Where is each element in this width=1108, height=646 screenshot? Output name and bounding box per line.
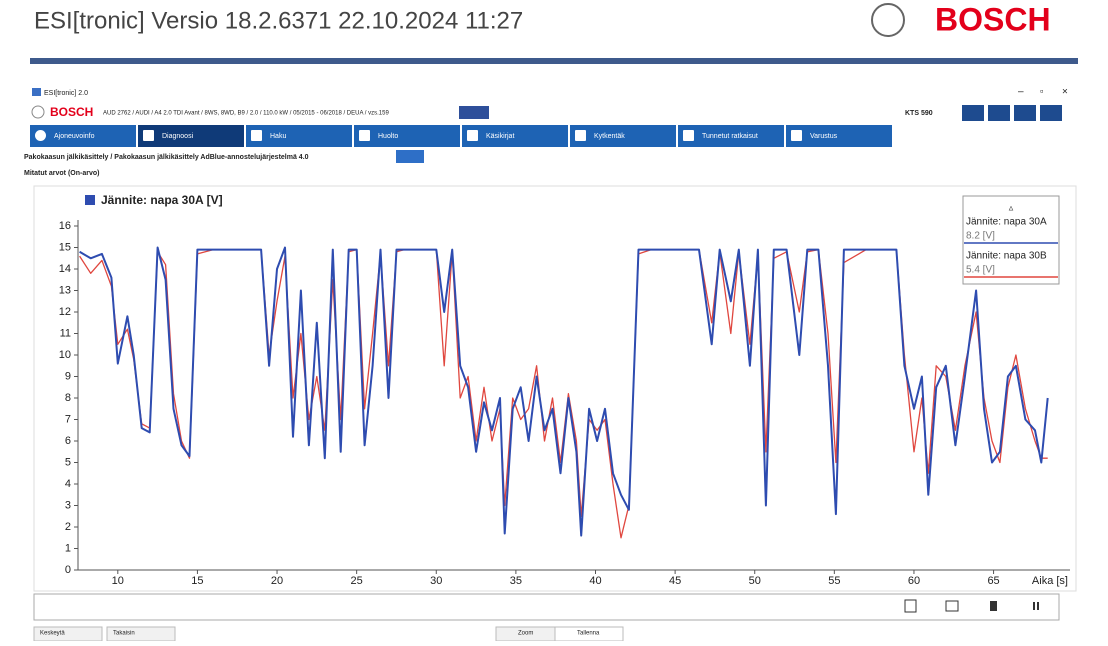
x-tick-label: 40	[589, 575, 601, 587]
tab[interactable]	[30, 125, 136, 147]
user-button[interactable]	[962, 105, 984, 121]
x-tick-label: 50	[749, 575, 761, 587]
vehicle-back-button[interactable]	[459, 106, 489, 119]
tab-label: Ajoneuvoinfo	[54, 133, 95, 140]
device-name: KTS 590	[905, 110, 933, 117]
y-tick-label: 2	[65, 521, 71, 533]
x-tick-label: 25	[351, 575, 363, 587]
tab-label: Varustus	[810, 133, 838, 140]
maximize[interactable]: ▫	[1040, 87, 1044, 98]
y-tick-label: 1	[65, 542, 71, 554]
tab-label: Haku	[270, 133, 286, 140]
y-tick-label: 8	[65, 392, 71, 404]
cursor-entries: Jännite: napa 30A 8.2 [V] Jännite: napa 30…	[964, 217, 1058, 278]
minimize[interactable]: –	[1018, 87, 1024, 98]
y-tick-label: 7	[65, 413, 71, 425]
button-label: Zoom	[518, 631, 533, 637]
tab[interactable]	[462, 125, 568, 147]
pause-icon-right[interactable]	[1037, 602, 1039, 610]
tab[interactable]	[246, 125, 352, 147]
window-title: ESI[tronic] 2.0	[44, 90, 88, 97]
y-tick-label: 11	[60, 327, 71, 339]
y-tick-label: 9	[65, 370, 71, 382]
x-tick-label: 65	[987, 575, 999, 587]
tab[interactable]	[138, 125, 244, 147]
save-icon[interactable]	[904, 599, 917, 613]
x-tick-label: 60	[908, 575, 920, 587]
pause-icon-left[interactable]	[1033, 602, 1035, 610]
tab-label: Käsikirjat	[486, 133, 514, 140]
cursor-value: 5.4 [V]	[966, 265, 995, 276]
cursor-series-name: Jännite: napa 30A	[966, 217, 1047, 228]
y-tick-label: 0	[65, 564, 71, 576]
button-label: Takaisin	[113, 631, 135, 637]
x-tick-label: 35	[510, 575, 522, 587]
tab[interactable]	[354, 125, 460, 147]
x-axis-label: Aika [s]	[1032, 575, 1068, 587]
y-tick-label: 4	[65, 478, 71, 490]
button-label: Keskeytä	[40, 631, 65, 637]
tab-bar: Ajoneuvoinfo Diagnoosi Haku Huolto Käsikirja…	[30, 125, 892, 147]
vehicle-info: AUD 2762 / AUDI / A4 2.0 TDI Avant / 8WS…	[103, 111, 389, 117]
legend-title: Jännite: napa 30A [V]	[101, 193, 223, 207]
cursor-series-name: Jännite: napa 30B	[966, 251, 1047, 262]
header-title: ESI[tronic] Versio 18.2.6371 22.10.2024 …	[34, 7, 523, 34]
tab-label: Kytkentäk	[594, 133, 625, 140]
tab-icon	[251, 130, 262, 141]
toolbar	[33, 593, 1060, 621]
delete-icon[interactable]	[990, 601, 997, 611]
window-brand: BOSCH	[50, 105, 93, 119]
collapse-arrow[interactable]: ▵	[1009, 202, 1014, 212]
tab-icon	[467, 130, 478, 141]
x-tick-label: 30	[430, 575, 442, 587]
chart-settings-icon[interactable]	[945, 600, 959, 612]
tab[interactable]	[678, 125, 784, 147]
y-tick-label: 16	[59, 220, 71, 232]
tab[interactable]	[570, 125, 676, 147]
tab-icon	[791, 130, 802, 141]
x-tick-label: 20	[271, 575, 283, 587]
y-tick-label: 10	[59, 349, 71, 361]
tab-icon	[143, 130, 154, 141]
y-tick-label: 3	[65, 499, 71, 511]
brand-emblem	[31, 105, 45, 119]
y-tick-label: 13	[59, 284, 71, 296]
section-title: Mitatut arvot (On-arvo)	[24, 170, 99, 177]
menu-button[interactable]	[1040, 105, 1062, 121]
y-tick-label: 6	[65, 435, 71, 447]
tab-label: Huolto	[378, 133, 398, 140]
y-tick-label: 14	[59, 263, 71, 275]
tab-icon	[359, 130, 370, 141]
legend-swatch	[85, 195, 95, 205]
series-line	[79, 246, 1049, 537]
print-button[interactable]	[1014, 105, 1036, 121]
x-tick-label: 55	[828, 575, 840, 587]
y-tick-label: 5	[65, 456, 71, 468]
tab-icon	[683, 130, 694, 141]
breadcrumb: Pakokaasun jälkikäsittely / Pakokaasun j…	[24, 154, 309, 161]
y-tick-label: 12	[59, 306, 71, 318]
header-band	[30, 58, 1078, 64]
help-button[interactable]	[988, 105, 1010, 121]
x-tick-label: 10	[112, 575, 124, 587]
close[interactable]: ×	[1062, 87, 1068, 98]
bosch-emblem	[871, 3, 905, 37]
cursor-box	[962, 195, 1060, 285]
app-icon	[32, 88, 41, 96]
tab-icon	[35, 130, 46, 141]
button-label: Tallenna	[577, 631, 600, 637]
tab-label: Tunnetut ratkaisut	[702, 133, 758, 140]
header-brand: BOSCH	[935, 1, 1051, 37]
tab[interactable]	[786, 125, 892, 147]
tab-icon	[575, 130, 586, 141]
tab-label: Diagnoosi	[162, 133, 194, 140]
x-tick-label: 15	[191, 575, 203, 587]
breadcrumb-back-button[interactable]	[396, 150, 424, 163]
x-tick-label: 45	[669, 575, 681, 587]
chart-panel	[33, 185, 1077, 592]
cursor-value: 8.2 [V]	[966, 231, 995, 242]
y-tick-label: 15	[59, 241, 71, 253]
